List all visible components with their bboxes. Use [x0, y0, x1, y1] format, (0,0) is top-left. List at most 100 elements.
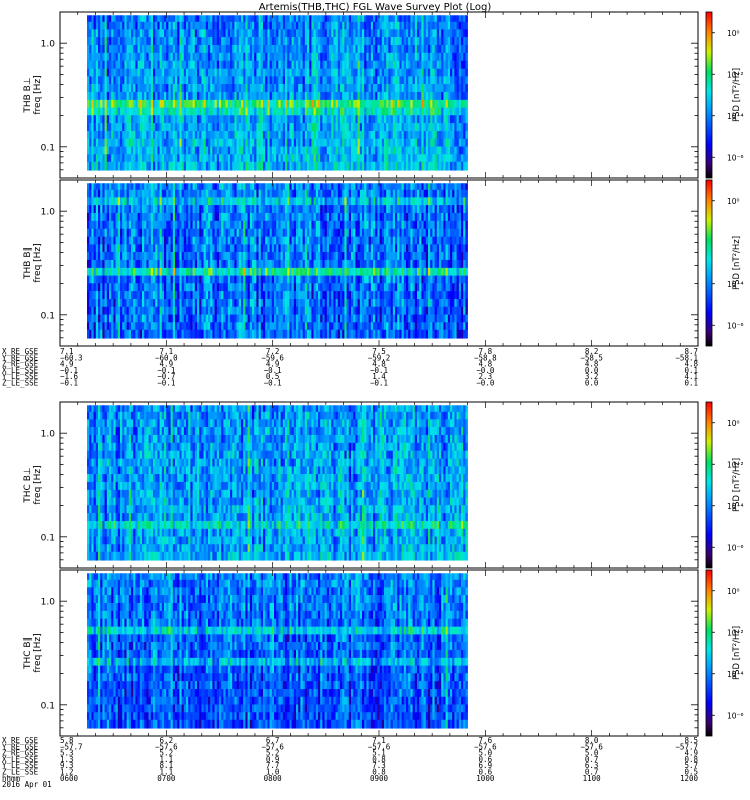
spectrogram-cell — [120, 322, 123, 331]
spectrogram-cell — [461, 146, 464, 155]
spectrogram-cell — [337, 52, 341, 62]
spectrogram-cell — [139, 189, 143, 198]
spectrogram-cell — [144, 68, 147, 77]
spectrogram-cell — [155, 52, 158, 62]
spectrogram-cell — [331, 146, 334, 155]
spectrogram-cell — [414, 91, 418, 101]
spectrogram-cell — [98, 322, 101, 331]
spectrogram-cell — [87, 283, 90, 292]
spectrogram-cell — [401, 84, 405, 93]
spectrogram-cell — [146, 21, 149, 30]
spectrogram-cell — [293, 29, 297, 38]
spectrogram-cell — [95, 44, 99, 54]
spectrogram-cell — [146, 68, 149, 77]
spectrogram-cell — [340, 91, 343, 101]
spectrogram-cell — [95, 291, 99, 300]
spectrogram-cell — [131, 138, 134, 147]
spectrogram-cell — [366, 60, 369, 69]
spectrogram-cell — [172, 299, 176, 308]
spectrogram-cell — [340, 131, 343, 140]
spectrogram-cell — [458, 60, 462, 69]
spectrogram-cell — [166, 107, 169, 116]
spectrogram-cell — [331, 154, 334, 163]
spectrogram-cell — [150, 37, 154, 46]
spectrogram-cell — [133, 161, 136, 171]
spectrogram-cell — [203, 107, 207, 116]
spectrogram-cell — [164, 259, 167, 269]
spectrogram-cell — [208, 183, 211, 191]
spectrogram-cell — [318, 146, 321, 155]
spectrogram-cell — [122, 236, 125, 245]
spectrogram-cell — [153, 244, 156, 253]
spectrogram-cell — [131, 291, 134, 300]
spectrogram-cell — [342, 99, 345, 108]
spectrogram-cell — [236, 259, 240, 269]
spectrogram-cell — [289, 68, 292, 77]
spectrogram-cell — [384, 138, 387, 147]
spectrogram-cell — [236, 299, 240, 308]
spectrogram-cell — [164, 197, 167, 206]
spectrogram-cell — [377, 37, 380, 46]
spectrogram-cell — [326, 161, 330, 171]
spectrogram-cell — [388, 21, 391, 30]
spectrogram-cell — [241, 154, 244, 163]
spectrogram-cell — [408, 60, 411, 69]
spectrogram-cell — [124, 183, 127, 191]
spectrogram-cell — [419, 138, 422, 147]
spectrogram-cell — [287, 29, 290, 38]
spectrogram-cell — [144, 259, 147, 269]
spectrogram-cell — [315, 84, 319, 93]
spectrogram-cell — [236, 205, 240, 214]
spectrogram-cell — [256, 52, 259, 62]
spectrogram-cell — [243, 146, 246, 155]
spectrogram-cell — [265, 91, 268, 101]
spectrogram-cell — [111, 15, 114, 23]
spectrogram-cell — [106, 52, 110, 62]
spectrogram-cell — [278, 131, 281, 140]
spectrogram-cell — [269, 44, 273, 54]
spectrogram-cell — [392, 84, 396, 93]
spectrogram-cell — [150, 322, 154, 331]
spectrogram-cell — [146, 44, 149, 54]
spectrogram-cell — [126, 115, 130, 124]
spectrogram-cell — [153, 220, 156, 230]
spectrogram-cell — [348, 52, 352, 62]
spectrogram-cell — [441, 107, 444, 116]
spectrogram-cell — [210, 52, 213, 62]
spectrogram-cell — [397, 68, 400, 77]
spectrogram-cell — [225, 84, 229, 93]
spectrogram-cell — [230, 267, 233, 276]
spectrogram-cell — [419, 107, 422, 116]
spectrogram-cell — [144, 60, 147, 69]
spectrogram-cell — [355, 131, 358, 140]
spectrogram-cell — [232, 107, 235, 116]
spectrogram-cell — [366, 37, 369, 46]
spectrogram-cell — [337, 99, 341, 108]
spectrogram-cell — [161, 228, 165, 237]
spectrogram-cell — [443, 15, 446, 23]
spectrogram-cell — [210, 267, 213, 276]
spectrogram-cell — [203, 205, 207, 214]
spectrogram-cell — [93, 259, 97, 269]
spectrogram-cell — [243, 107, 246, 116]
spectrogram-cell — [364, 115, 367, 124]
spectrogram-cell — [315, 37, 319, 46]
spectrogram-cell — [232, 21, 235, 30]
spectrogram-cell — [172, 236, 176, 245]
spectrogram-cell — [106, 212, 110, 222]
spectrogram-cell — [410, 21, 413, 30]
spectrogram-cell — [133, 299, 136, 308]
spectrogram-cell — [186, 154, 189, 163]
spectrogram-cell — [205, 267, 209, 276]
spectrogram-cell — [120, 44, 123, 54]
spectrogram-cell — [421, 115, 424, 124]
spectrogram-cell — [111, 259, 114, 269]
spectrogram-cell — [93, 291, 97, 300]
spectrogram-cell — [238, 299, 242, 308]
spectrogram-cell — [111, 52, 114, 62]
spectrogram-cell — [309, 107, 312, 116]
spectrogram-cell — [223, 267, 226, 276]
spectrogram-cell — [128, 21, 132, 30]
spectrogram-cell — [373, 99, 376, 108]
spectrogram-cell — [447, 107, 451, 116]
